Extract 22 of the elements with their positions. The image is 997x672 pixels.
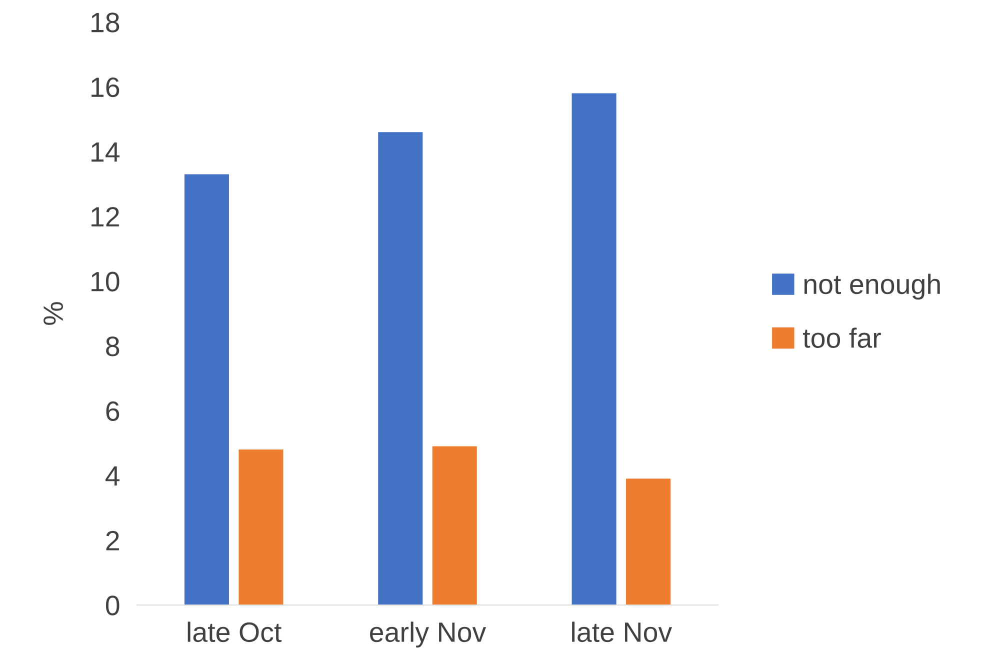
bar — [626, 478, 671, 605]
legend-label: not enough — [804, 274, 940, 300]
y-tick-label: 10 — [92, 272, 120, 292]
bar — [572, 93, 616, 605]
y-tick-label: 18 — [92, 12, 120, 32]
x-tick-label: late Oct — [188, 622, 282, 642]
bar — [184, 174, 229, 605]
y-tick-label: 0 — [106, 596, 120, 616]
x-tick-label: early Nov — [370, 622, 486, 648]
bar — [238, 450, 284, 605]
y-tick-label: 8 — [106, 336, 120, 356]
legend-label: too far — [803, 328, 881, 348]
y-tick-label: 14 — [92, 142, 120, 162]
y-tick-label: 12 — [92, 207, 119, 226]
y-tick-label: 4 — [106, 466, 120, 486]
y-tick-label: 16 — [92, 77, 120, 98]
y-tick-label: 6 — [106, 401, 120, 422]
bar — [432, 446, 477, 605]
y-tick-label: 2 — [106, 530, 119, 550]
bar — [378, 132, 423, 605]
y-axis-title: % — [44, 302, 64, 325]
x-tick-label: late Nov — [572, 622, 672, 642]
